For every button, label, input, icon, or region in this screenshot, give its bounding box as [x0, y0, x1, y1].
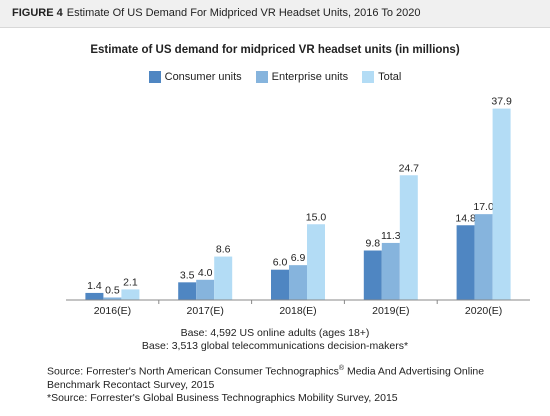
data-label-enterprise-units-2: 4.0	[198, 267, 213, 279]
data-label-enterprise-units-1: 0.5	[105, 284, 120, 296]
bar-consumer-units-5	[456, 225, 475, 300]
x-tick-label-4: 2019(E)	[372, 305, 409, 317]
bar-enterprise-units-2	[196, 279, 215, 300]
bar-consumer-units-2	[178, 282, 197, 300]
sources: Source: Forrester's North American Consu…	[47, 362, 537, 405]
x-tick-label-1: 2016(E)	[94, 305, 131, 317]
legend-item-total: Total	[362, 71, 401, 83]
legend-item-consumer: Consumer units	[148, 71, 242, 83]
bar-total-4	[399, 175, 418, 300]
data-label-total-2: 8.6	[216, 244, 231, 256]
data-label-consumer-units-5: 14.8	[455, 212, 476, 224]
base-note-consumers: Base: 4,592 US online adults (ages 18+)	[180, 327, 370, 339]
figure-title: Estimate Of US Demand For Midpriced VR H…	[66, 7, 421, 19]
bar-enterprise-units-1	[103, 297, 122, 300]
legend-swatch-enterprise	[255, 71, 268, 83]
legend-item-enterprise: Enterprise units	[255, 71, 349, 83]
data-label-total-4: 24.7	[399, 162, 420, 174]
chart-title: Estimate of US demand for midpriced VR h…	[90, 44, 460, 56]
bar-chart: 1.4 0.52.1 2016(E) 3.5 4.08.6 2017(E) 6.0 6.9 15…	[66, 96, 530, 317]
legend: Consumer units Enterprise units Total	[0, 71, 550, 83]
bar-enterprise-units-5	[474, 214, 493, 300]
legend-label-total: Total	[378, 71, 402, 83]
x-tick-label-5: 2020(E)	[465, 305, 502, 317]
data-label-consumer-units-2: 3.5	[180, 269, 195, 281]
data-label-consumer-units-3: 6.0	[273, 257, 288, 269]
data-label-enterprise-units-3: 6.9	[291, 252, 306, 264]
bar-consumer-units-1	[85, 292, 104, 300]
bar-total-5	[492, 108, 511, 300]
source-consumer-text-b: Media And Advertising Online Benchmark R…	[47, 365, 485, 391]
data-label-consumer-units-4: 9.8	[365, 238, 380, 250]
source-consumer-survey: Source: Forrester's North American Consu…	[47, 362, 537, 392]
bar-total-3	[307, 224, 325, 300]
bar-enterprise-units-4	[381, 242, 400, 300]
legend-label-consumer: Consumer units	[164, 71, 242, 83]
source-consumer-text-a: Source: Forrester's North American Consu…	[47, 365, 339, 378]
data-label-enterprise-units-4: 11.3	[381, 230, 401, 242]
bar-total-1	[121, 289, 140, 300]
legend-swatch-total	[362, 71, 375, 83]
source-business-survey: *Source: Forrester's Global Business Tec…	[47, 391, 398, 404]
base-note-enterprise: Base: 3,513 global telecommunications de…	[141, 340, 409, 352]
data-label-consumer-units-1: 1.4	[87, 280, 102, 292]
legend-label-enterprise: Enterprise units	[271, 71, 349, 83]
x-tick-label-2: 2017(E)	[187, 305, 224, 317]
legend-swatch-consumer	[148, 71, 161, 83]
x-tick-label-3: 2018(E)	[279, 305, 316, 317]
bar-total-2	[214, 256, 233, 300]
bar-enterprise-units-3	[289, 265, 307, 300]
data-label-total-1: 2.1	[123, 276, 138, 288]
base-notes: Base: 4,592 US online adults (ages 18+) …	[0, 327, 550, 353]
data-label-total-3: 15.0	[306, 211, 327, 223]
figure-header: FIGURE 4 Estimate Of US Demand For Midpri…	[0, 0, 550, 28]
data-label-total-5: 37.9	[491, 96, 512, 108]
data-label-enterprise-units-5: 17.0	[473, 201, 494, 213]
bar-consumer-units-3	[271, 269, 289, 300]
figure-number: FIGURE 4	[12, 7, 63, 19]
bar-consumer-units-4	[363, 250, 382, 300]
registered-mark: ®	[338, 365, 345, 372]
